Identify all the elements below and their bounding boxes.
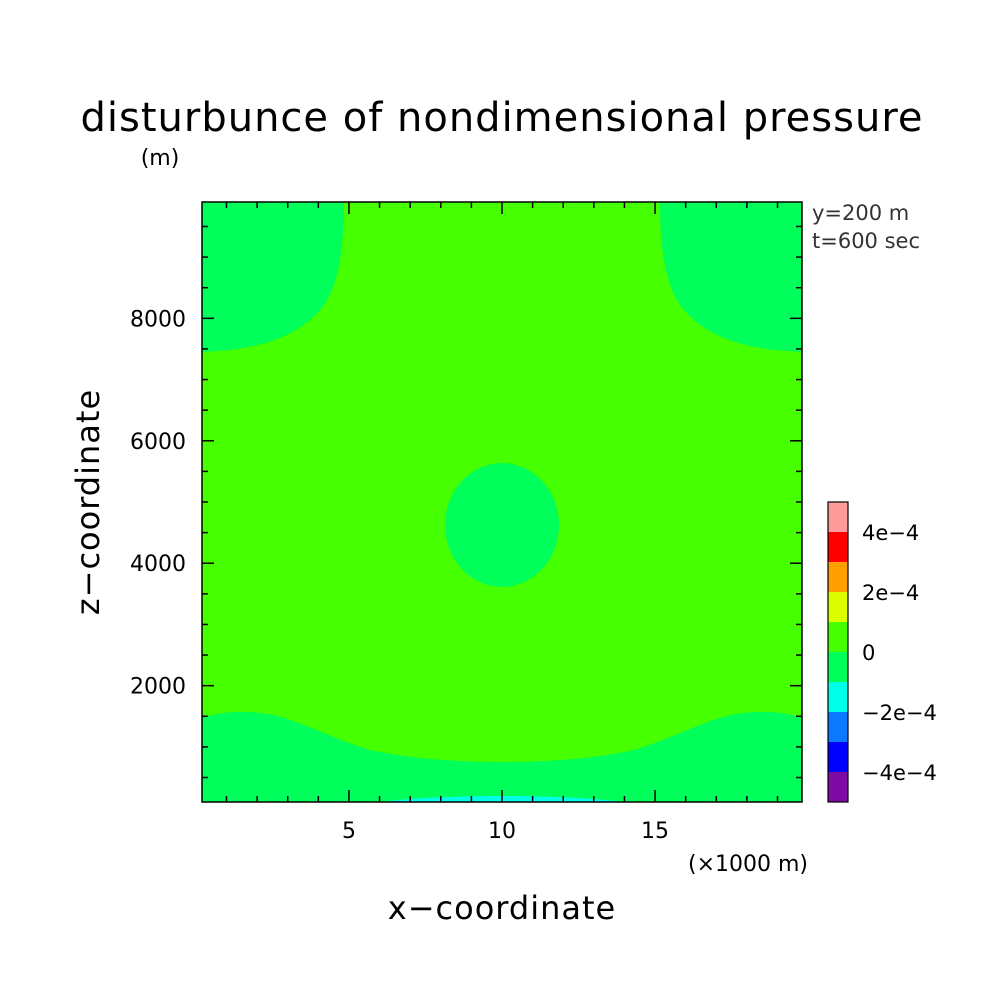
colorbar-label: 2e−4 (862, 581, 919, 605)
x-axis-unit: (×1000 m) (688, 852, 808, 877)
y-tick-labels: 2000 4000 6000 8000 (130, 307, 186, 699)
colorbar-swatch-2 (828, 712, 848, 742)
colorbar-label: 4e−4 (862, 521, 919, 545)
plot-area (202, 202, 802, 802)
region-top-left-corner (202, 202, 344, 352)
colorbar-swatch-9 (828, 502, 848, 532)
colorbar-swatch-4 (828, 652, 848, 682)
region-center-blob (445, 463, 559, 587)
colorbar-label: −4e−4 (862, 761, 937, 785)
colorbar-frame (827, 501, 849, 803)
annotation-t: t=600 sec (812, 229, 920, 253)
x-tick-label: 5 (342, 819, 356, 844)
colorbar-swatch-1 (828, 742, 848, 772)
colorbar-label: −2e−4 (862, 701, 937, 725)
colorbar-swatch-3 (828, 682, 848, 712)
chart-title: disturbunce of nondimensional pressure (81, 95, 924, 141)
y-axis-label: z−coordinate (69, 389, 107, 615)
x-tick-label: 15 (641, 819, 669, 844)
colorbar-swatch-0 (828, 772, 848, 802)
y-tick-label: 6000 (130, 430, 186, 455)
colorbar (827, 501, 849, 803)
y-tick-label: 4000 (130, 552, 186, 577)
y-tick-label: 2000 (130, 675, 186, 700)
region-bottom-band (202, 711, 802, 802)
colorbar-swatch-6 (828, 592, 848, 622)
colorbar-label: 0 (862, 641, 875, 665)
x-tick-label: 10 (488, 819, 516, 844)
colorbar-swatch-8 (828, 532, 848, 562)
x-tick-labels: 5 10 15 (342, 819, 669, 844)
colorbar-labels: 4e−4 2e−4 0 −2e−4 −4e−4 (862, 521, 937, 785)
colorbar-swatch-7 (828, 562, 848, 592)
x-axis-label: x−coordinate (388, 889, 616, 927)
region-top-right-corner (660, 202, 802, 352)
y-tick-label: 8000 (130, 307, 186, 332)
colorbar-swatch-5 (828, 622, 848, 652)
annotation-y: y=200 m (812, 201, 909, 225)
tick-marks (202, 202, 802, 802)
title-unit: (m) (141, 146, 180, 171)
